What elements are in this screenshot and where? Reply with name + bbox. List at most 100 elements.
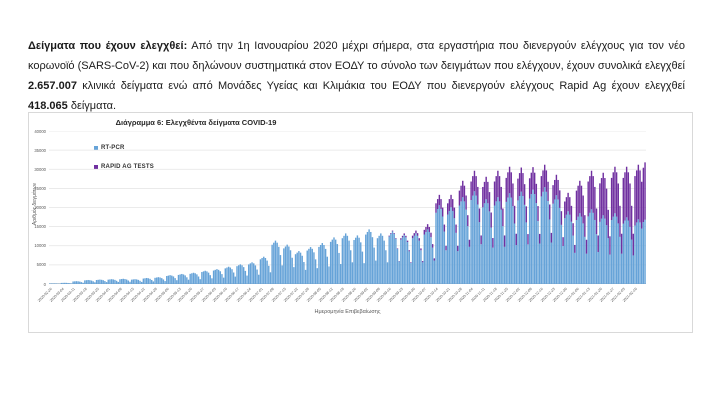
bar-rt-pcr bbox=[426, 229, 429, 284]
bar-rt-pcr bbox=[425, 231, 427, 284]
bar-rt-pcr bbox=[642, 222, 645, 284]
y-tick-label: 35000 bbox=[34, 147, 46, 153]
bar-rt-pcr bbox=[344, 233, 347, 284]
bar-rt-pcr bbox=[458, 205, 461, 284]
bar-rapid-ag bbox=[518, 173, 521, 197]
bar-rapid-ag bbox=[637, 164, 640, 220]
bar-rt-pcr bbox=[271, 244, 273, 284]
bar-rt-pcr bbox=[197, 276, 200, 284]
bar-rt-pcr bbox=[560, 224, 563, 284]
bar-rt-pcr bbox=[239, 264, 242, 284]
y-tick-label: 30000 bbox=[34, 166, 46, 172]
bar-rt-pcr bbox=[67, 282, 69, 284]
bar-rt-pcr bbox=[488, 211, 491, 284]
chart-title: Διάγραμμα 6: Ελεγχθέντα δείγματα COVID-1… bbox=[115, 118, 277, 127]
bar-rt-pcr bbox=[517, 200, 519, 284]
bar-rt-pcr bbox=[640, 228, 643, 284]
bar-rt-pcr bbox=[385, 250, 387, 284]
bar-rapid-ag bbox=[438, 194, 441, 206]
bar-rt-pcr bbox=[249, 263, 252, 284]
bar-rt-pcr bbox=[217, 269, 220, 284]
bar-rapid-ag bbox=[533, 172, 536, 195]
bar-rapid-ag bbox=[495, 176, 497, 202]
bar-rt-pcr bbox=[595, 234, 598, 284]
bar-rapid-ag bbox=[430, 232, 432, 238]
bar-rt-pcr bbox=[463, 201, 466, 284]
bar-rt-pcr bbox=[393, 233, 395, 284]
bar-rapid-ag bbox=[538, 233, 541, 244]
bar-rt-pcr bbox=[594, 219, 596, 284]
bar-rt-pcr bbox=[436, 209, 439, 284]
bar-rapid-ag bbox=[627, 172, 630, 221]
bar-rapid-ag bbox=[580, 185, 583, 217]
bar-rt-pcr bbox=[206, 271, 208, 284]
bar-rt-pcr bbox=[381, 235, 384, 284]
bar-rapid-ag bbox=[559, 190, 561, 208]
bar-rt-pcr bbox=[256, 269, 258, 284]
bar-rt-pcr bbox=[543, 187, 546, 284]
bar-rt-pcr bbox=[167, 275, 170, 284]
bar-rapid-ag bbox=[579, 180, 581, 214]
bar-rapid-ag bbox=[483, 181, 486, 204]
bar-rapid-ag bbox=[634, 176, 636, 226]
bar-rt-pcr bbox=[237, 265, 240, 284]
bar-rt-pcr bbox=[278, 246, 280, 284]
bar-rt-pcr bbox=[540, 196, 543, 284]
legend-label-rapid-ag: RAPID AG TESTS bbox=[101, 163, 154, 170]
bar-rt-pcr bbox=[478, 222, 481, 284]
bar-rapid-ag bbox=[625, 166, 628, 218]
bar-rapid-ag bbox=[582, 195, 584, 224]
bar-rt-pcr bbox=[161, 278, 163, 284]
bar-rt-pcr bbox=[177, 274, 180, 284]
bar-rt-pcr bbox=[537, 221, 539, 284]
bar-rt-pcr bbox=[189, 273, 191, 284]
bar-rt-pcr bbox=[87, 279, 89, 284]
bar-rt-pcr bbox=[487, 203, 489, 284]
bar-rt-pcr bbox=[49, 283, 51, 284]
bar-rt-pcr bbox=[358, 237, 360, 284]
bar-rt-pcr bbox=[313, 252, 315, 284]
bar-rapid-ag bbox=[617, 183, 619, 224]
bar-rt-pcr bbox=[294, 254, 297, 284]
bar-rt-pcr bbox=[355, 237, 357, 284]
bar-rapid-ag bbox=[448, 199, 451, 211]
bar-rt-pcr bbox=[184, 275, 186, 284]
bar-rt-pcr bbox=[221, 274, 223, 284]
bar-rapid-ag bbox=[421, 261, 424, 263]
bar-rt-pcr bbox=[351, 262, 354, 284]
bar-rapid-ag bbox=[453, 207, 456, 219]
bar-rapid-ag bbox=[592, 176, 594, 213]
bar-rt-pcr bbox=[261, 257, 263, 284]
bar-rt-pcr bbox=[253, 263, 255, 284]
bar-rt-pcr bbox=[222, 277, 225, 284]
bar-rt-pcr bbox=[644, 219, 646, 284]
bar-rt-pcr bbox=[465, 209, 467, 284]
bar-rt-pcr bbox=[421, 262, 424, 284]
bar-rt-pcr bbox=[298, 251, 300, 284]
bar-rapid-ag bbox=[620, 233, 623, 254]
bar-rapid-ag bbox=[400, 238, 402, 240]
bar-rt-pcr bbox=[577, 216, 579, 284]
bar-rt-pcr bbox=[74, 281, 76, 284]
bar-rt-pcr bbox=[435, 212, 437, 284]
bar-rt-pcr bbox=[635, 222, 638, 284]
bar-rt-pcr bbox=[564, 218, 566, 284]
bar-rt-pcr bbox=[266, 260, 268, 284]
bar-rapid-ag bbox=[615, 172, 618, 217]
bar-rt-pcr bbox=[545, 191, 548, 284]
bar-rt-pcr bbox=[574, 252, 576, 284]
bar-rt-pcr bbox=[584, 236, 586, 284]
bar-rt-pcr bbox=[130, 279, 133, 284]
bar-rt-pcr bbox=[69, 283, 71, 284]
bar-rt-pcr bbox=[343, 235, 345, 284]
bar-rt-pcr bbox=[263, 256, 265, 284]
bar-rapid-ag bbox=[595, 208, 598, 235]
bar-rt-pcr bbox=[70, 283, 73, 284]
bar-rt-pcr bbox=[622, 223, 625, 284]
bar-rt-pcr bbox=[303, 262, 305, 284]
bar-rt-pcr bbox=[279, 255, 282, 284]
bar-rapid-ag bbox=[632, 233, 635, 256]
bar-rt-pcr bbox=[176, 280, 178, 284]
bar-rt-pcr bbox=[361, 251, 364, 284]
bar-rt-pcr bbox=[326, 256, 329, 284]
